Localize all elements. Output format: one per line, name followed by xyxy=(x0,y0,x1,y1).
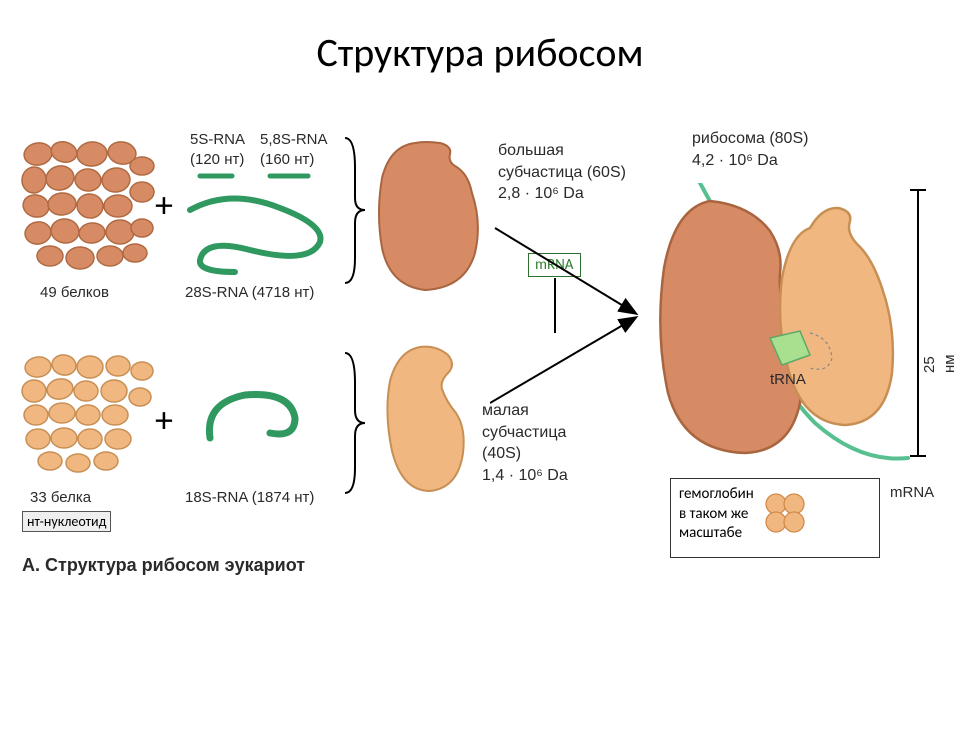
ribosome-80s xyxy=(650,183,915,478)
hemoglobin-text: гемоглобин в таком же масштабе xyxy=(679,485,754,544)
hemoglobin-box: гемоглобин в таком же масштабе xyxy=(670,478,880,558)
large-subunit-60s xyxy=(370,138,490,298)
arrows-converge xyxy=(490,218,660,408)
label-scale: 25 нм xyxy=(920,353,960,373)
label-large-subunit: большая субчастица (60S) 2,8 · 10⁶ Da xyxy=(498,140,626,205)
brace-bottom xyxy=(340,348,370,498)
label-mrna-right: mRNA xyxy=(890,483,934,503)
label-58s-rna: 5,8S-RNA (160 нт) xyxy=(260,130,328,171)
diagram-container: 49 белков + 5S-RNA (120 нт) 5,8S-RNA (16… xyxy=(20,128,940,708)
rna-top-group xyxy=(180,170,340,280)
scale-bracket xyxy=(908,188,928,458)
label-18s-rna: 18S-RNA (1874 нт) xyxy=(185,488,314,508)
hemoglobin-icon xyxy=(762,490,810,538)
label-trna: tRNA xyxy=(770,370,806,390)
rna-18s xyxy=(195,383,315,463)
proteins-33-cluster xyxy=(20,353,155,478)
label-49-proteins: 49 белков xyxy=(40,283,109,303)
plus-top: + xyxy=(155,183,173,227)
label-33-proteins: 33 белка xyxy=(30,488,91,508)
diagram-caption: А. Структура рибосом эукариот xyxy=(22,553,305,577)
brace-top xyxy=(340,133,370,288)
label-28s-rna: 28S-RNA (4718 нт) xyxy=(185,283,314,303)
page-title: Структура рибосом xyxy=(0,28,960,77)
label-5s-rna: 5S-RNA (120 нт) xyxy=(190,130,245,171)
label-small-subunit: малая субчастица (40S) 1,4 · 10⁶ Da xyxy=(482,400,568,486)
proteins-49-cluster xyxy=(20,138,155,273)
small-subunit-40s xyxy=(378,343,473,498)
plus-bottom: + xyxy=(155,398,173,442)
label-ribosome-80s: рибосома (80S) 4,2 · 10⁶ Da xyxy=(692,128,808,171)
nt-note-box: нт-нуклеотид xyxy=(22,511,111,532)
